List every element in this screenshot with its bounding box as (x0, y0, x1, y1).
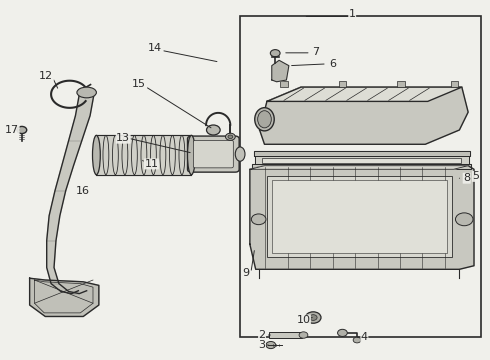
Circle shape (309, 315, 317, 320)
Text: 5: 5 (472, 171, 479, 181)
Bar (272, 180, 447, 253)
Bar (262, 158, 461, 163)
Text: 2: 2 (259, 330, 266, 340)
Bar (270, 332, 302, 338)
Text: 3: 3 (259, 340, 266, 350)
Text: 15: 15 (132, 79, 146, 89)
Circle shape (338, 329, 347, 337)
Polygon shape (252, 164, 471, 169)
Circle shape (251, 214, 266, 225)
Polygon shape (272, 60, 289, 82)
Text: 16: 16 (76, 186, 90, 196)
Circle shape (228, 135, 233, 139)
FancyBboxPatch shape (188, 136, 239, 172)
Text: 13: 13 (116, 133, 130, 143)
Bar (240, 16, 481, 337)
Text: 12: 12 (39, 71, 53, 81)
Ellipse shape (93, 135, 100, 175)
Polygon shape (250, 166, 474, 269)
Polygon shape (47, 94, 94, 294)
Text: 1: 1 (349, 9, 356, 19)
Circle shape (270, 50, 280, 57)
Ellipse shape (77, 87, 97, 98)
Text: 14: 14 (148, 43, 162, 53)
Polygon shape (254, 152, 470, 156)
Polygon shape (30, 278, 99, 316)
Text: 9: 9 (243, 268, 249, 278)
Polygon shape (250, 166, 468, 169)
Polygon shape (255, 156, 469, 164)
Bar (397, 81, 405, 87)
Bar (280, 81, 288, 87)
Circle shape (206, 125, 220, 135)
Bar (267, 176, 452, 257)
Circle shape (353, 337, 361, 343)
Circle shape (456, 213, 473, 226)
Bar (451, 81, 459, 87)
Polygon shape (97, 135, 192, 175)
Circle shape (305, 312, 321, 323)
Text: 6: 6 (329, 59, 336, 69)
Text: 4: 4 (361, 332, 368, 342)
Polygon shape (260, 87, 468, 144)
Text: 11: 11 (145, 159, 158, 169)
Ellipse shape (258, 111, 271, 128)
Ellipse shape (255, 108, 274, 131)
Circle shape (266, 342, 276, 348)
Text: 10: 10 (296, 315, 311, 325)
Ellipse shape (188, 135, 196, 175)
Polygon shape (267, 87, 462, 102)
Bar (339, 81, 346, 87)
Text: 7: 7 (312, 47, 319, 57)
Text: 8: 8 (463, 173, 470, 183)
Text: 17: 17 (5, 125, 19, 135)
Circle shape (17, 126, 27, 134)
Circle shape (299, 332, 308, 338)
Circle shape (225, 133, 235, 140)
Ellipse shape (235, 147, 245, 161)
FancyBboxPatch shape (194, 140, 233, 168)
